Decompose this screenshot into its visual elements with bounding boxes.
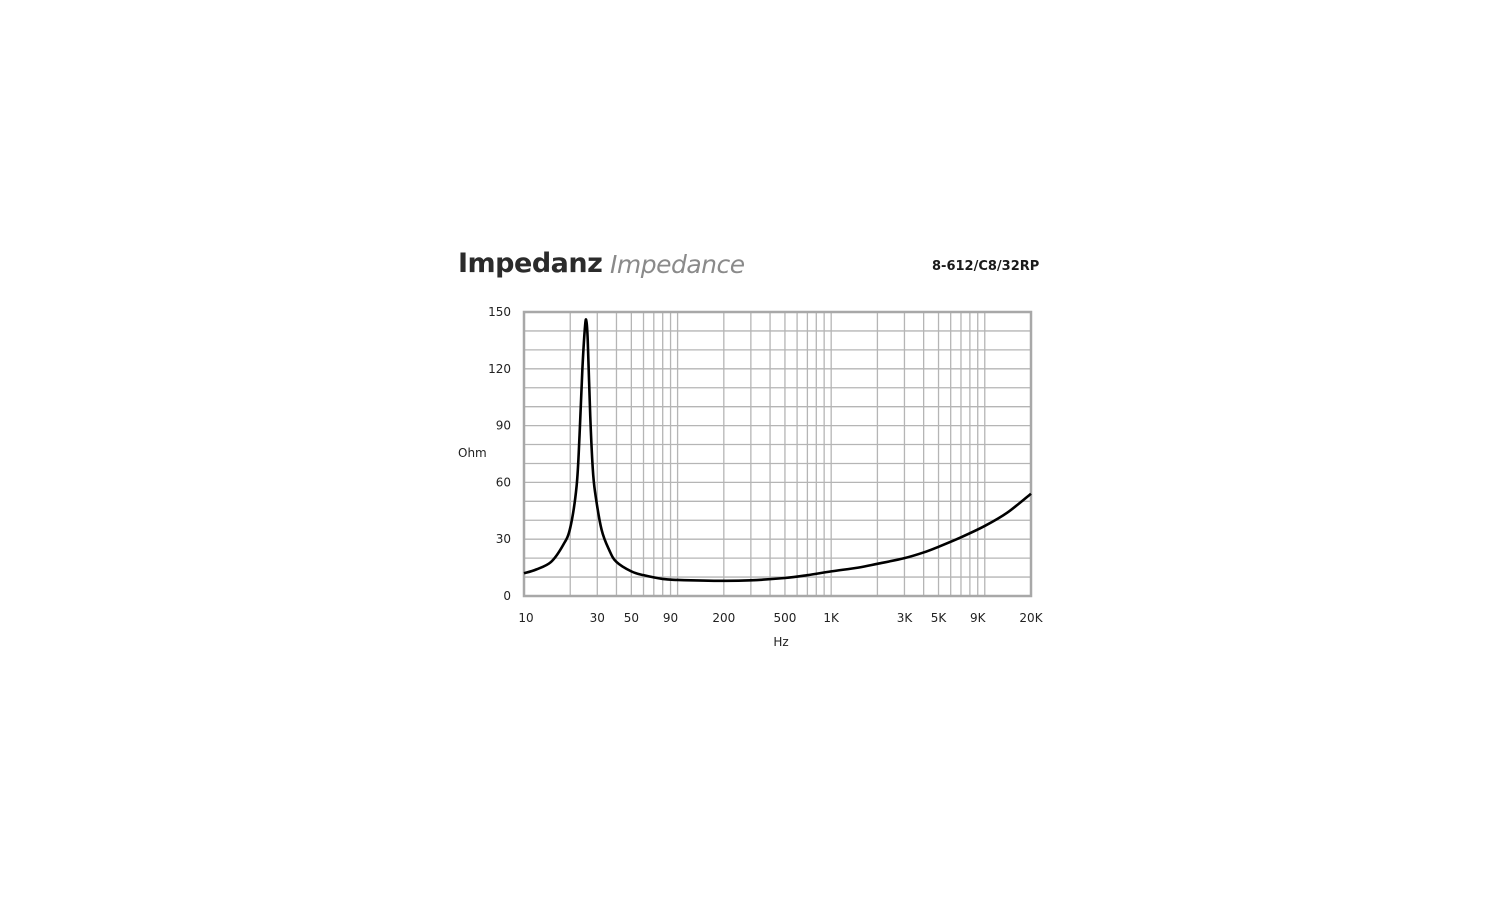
y-tick-label: 60	[496, 475, 511, 489]
plot-frame	[522, 310, 1033, 598]
y-tick-label: 120	[488, 362, 511, 376]
x-tick-label: 10	[518, 611, 533, 625]
y-axis-label: Ohm	[458, 446, 487, 460]
y-tick-label: 90	[496, 419, 511, 433]
grid	[522, 310, 1033, 598]
x-tick-label: 30	[590, 611, 605, 625]
x-tick-label: 5K	[931, 611, 948, 625]
x-tick-label: 200	[712, 611, 735, 625]
model-number: 8-612/C8/32RP	[932, 259, 1040, 274]
x-tick-label: 1K	[823, 611, 840, 625]
x-tick-label: 500	[773, 611, 796, 625]
impedance-curve	[523, 318, 1032, 583]
x-axis-label: Hz	[773, 635, 788, 649]
y-tick-label: 30	[496, 532, 511, 546]
x-tick-label: 9K	[970, 611, 987, 625]
x-tick-label: 50	[624, 611, 639, 625]
x-tick-label: 3K	[897, 611, 914, 625]
y-tick-label: 0	[503, 589, 511, 603]
chart-title: Impedanz	[458, 248, 603, 279]
x-tick-label: 20K	[1019, 611, 1043, 625]
axis-ticks: 10 30 50 90 200 500 1K 3K 5K 9K 20K 0 30 60 90 120 150	[488, 305, 1044, 625]
x-tick-label: 90	[663, 611, 678, 625]
chart-subtitle: Impedance	[610, 250, 745, 279]
y-tick-label: 150	[488, 305, 511, 319]
